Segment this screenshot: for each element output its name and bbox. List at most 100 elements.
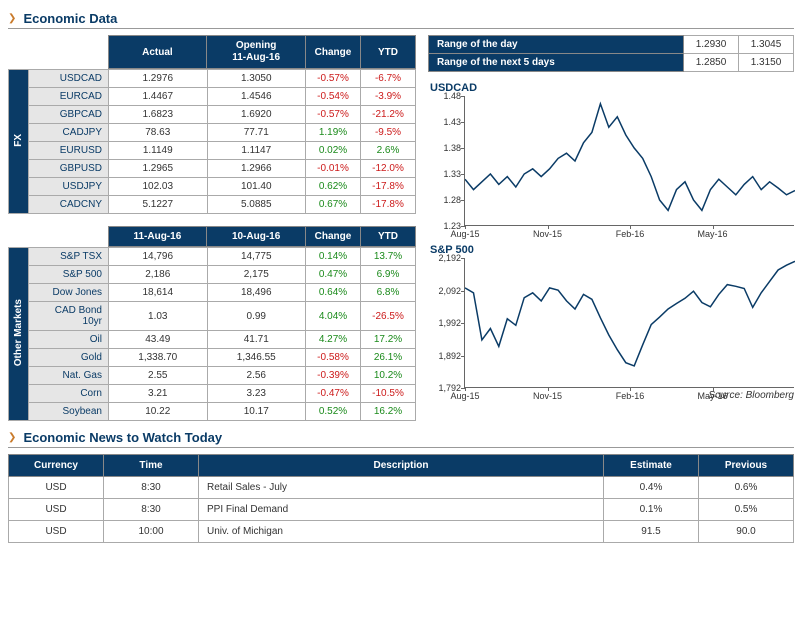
cell-change: -0.01%	[306, 160, 361, 178]
cell-currency: USD	[9, 499, 104, 521]
table-row: GBPUSD1.29651.2966-0.01%-12.0%	[9, 160, 416, 178]
table-row: CADCNY5.12275.08850.67%-17.8%	[9, 196, 416, 214]
other-col-1: 11-Aug-16	[108, 227, 207, 247]
cell-open: 1.2966	[207, 160, 306, 178]
axis-tick-label: Nov-15	[533, 229, 562, 239]
cell-desc: PPI Final Demand	[199, 499, 604, 521]
row-label: Soybean	[29, 403, 109, 421]
cell-v1: 14,796	[109, 248, 208, 266]
row-label: USDJPY	[29, 178, 109, 196]
news-table: CurrencyTimeDescriptionEstimatePrevious U…	[8, 454, 794, 543]
cell-time: 8:30	[104, 499, 199, 521]
cell-actual: 1.6823	[109, 106, 208, 124]
fx-col-actual: Actual	[108, 36, 207, 69]
axis-tick-label: 1,992	[433, 318, 461, 328]
cell-open: 77.71	[207, 124, 306, 142]
row-label: CAD Bond 10yr	[29, 302, 109, 331]
section-title-text: Economic News to Watch Today	[23, 430, 222, 445]
row-label: GBPUSD	[29, 160, 109, 178]
cell-ytd: -21.2%	[361, 106, 416, 124]
axis-tick-label: 1.33	[433, 169, 461, 179]
axis-tick-label: 1,892	[433, 351, 461, 361]
table-row: CAD Bond 10yr1.030.994.04%-26.5%	[9, 302, 416, 331]
table-row: CADJPY78.6377.711.19%-9.5%	[9, 124, 416, 142]
cell-actual: 102.03	[109, 178, 208, 196]
table-row: FXUSDCAD1.29761.3050-0.57%-6.7%	[9, 70, 416, 88]
cell-change: -0.57%	[306, 106, 361, 124]
cell-change: -0.58%	[306, 349, 361, 367]
cell-ytd: -10.5%	[361, 385, 416, 403]
fx-col-change: Change	[306, 36, 361, 69]
table-row: USD10:00Univ. of Michigan91.590.0	[9, 521, 794, 543]
cell-v1: 2.55	[109, 367, 208, 385]
cell-change: -0.39%	[306, 367, 361, 385]
cell-change: 0.47%	[306, 266, 361, 284]
table-row: USDJPY102.03101.400.62%-17.8%	[9, 178, 416, 196]
cell-ytd: 10.2%	[361, 367, 416, 385]
cell-v1: 3.21	[109, 385, 208, 403]
cell-v2: 0.99	[207, 302, 306, 331]
row-label: S&P TSX	[29, 248, 109, 266]
chart-line	[465, 258, 795, 388]
row-label: S&P 500	[29, 266, 109, 284]
range-label: Range of the day	[429, 36, 684, 54]
news-col: Currency	[9, 455, 104, 477]
section-economic-data: ❯ Economic Data	[8, 8, 794, 29]
table-row: Range of the next 5 days1.28501.3150	[429, 54, 794, 72]
range-high: 1.3045	[739, 36, 794, 54]
row-label: Gold	[29, 349, 109, 367]
section-news: ❯ Economic News to Watch Today	[8, 427, 794, 448]
axis-tick-label: May-16	[697, 229, 727, 239]
cell-previous: 0.6%	[699, 477, 794, 499]
cell-estimate: 0.1%	[604, 499, 699, 521]
cell-v1: 1,338.70	[109, 349, 208, 367]
cell-change: 1.19%	[306, 124, 361, 142]
cell-open: 1.3050	[207, 70, 306, 88]
axis-tick-label: Nov-15	[533, 391, 562, 401]
news-col: Previous	[699, 455, 794, 477]
cell-ytd: -17.8%	[361, 178, 416, 196]
row-label: Corn	[29, 385, 109, 403]
cell-v1: 10.22	[109, 403, 208, 421]
row-label: EURUSD	[29, 142, 109, 160]
cell-v1: 1.03	[109, 302, 208, 331]
axis-tick-label: 1.28	[433, 195, 461, 205]
cell-actual: 1.1149	[109, 142, 208, 160]
news-col: Time	[104, 455, 199, 477]
cell-v1: 43.49	[109, 331, 208, 349]
cell-ytd: 6.9%	[361, 266, 416, 284]
row-label: EURCAD	[29, 88, 109, 106]
section-title-text: Economic Data	[23, 11, 117, 26]
cell-ytd: 17.2%	[361, 331, 416, 349]
chart-usdcad: 1.231.281.331.381.431.48Aug-15Nov-15Feb-…	[464, 96, 794, 226]
cell-estimate: 0.4%	[604, 477, 699, 499]
fx-table-body: FXUSDCAD1.29761.3050-0.57%-6.7%EURCAD1.4…	[8, 69, 416, 214]
fx-table: Actual Opening11-Aug-16 Change YTD	[28, 35, 416, 69]
cell-v1: 18,614	[109, 284, 208, 302]
other-side-label: Other Markets	[9, 248, 29, 421]
fx-side-label: FX	[9, 70, 29, 214]
cell-change: 0.67%	[306, 196, 361, 214]
cell-change: -0.47%	[306, 385, 361, 403]
axis-tick-label: Aug-15	[450, 229, 479, 239]
row-label: Dow Jones	[29, 284, 109, 302]
cell-open: 101.40	[207, 178, 306, 196]
cell-desc: Univ. of Michigan	[199, 521, 604, 543]
other-col-ytd: YTD	[361, 227, 416, 247]
cell-time: 8:30	[104, 477, 199, 499]
cell-change: 0.62%	[306, 178, 361, 196]
other-table-body: Other MarketsS&P TSX14,79614,7750.14%13.…	[8, 247, 416, 421]
cell-ytd: -3.9%	[361, 88, 416, 106]
cell-change: 0.52%	[306, 403, 361, 421]
cell-ytd: 6.8%	[361, 284, 416, 302]
axis-tick-label: 2,092	[433, 286, 461, 296]
cell-change: 0.02%	[306, 142, 361, 160]
row-label: Nat. Gas	[29, 367, 109, 385]
news-col: Description	[199, 455, 604, 477]
axis-tick-label: May-16	[697, 391, 727, 401]
cell-time: 10:00	[104, 521, 199, 543]
news-col: Estimate	[604, 455, 699, 477]
table-row: Oil43.4941.714.27%17.2%	[9, 331, 416, 349]
cell-v2: 10.17	[207, 403, 306, 421]
row-label: CADCNY	[29, 196, 109, 214]
